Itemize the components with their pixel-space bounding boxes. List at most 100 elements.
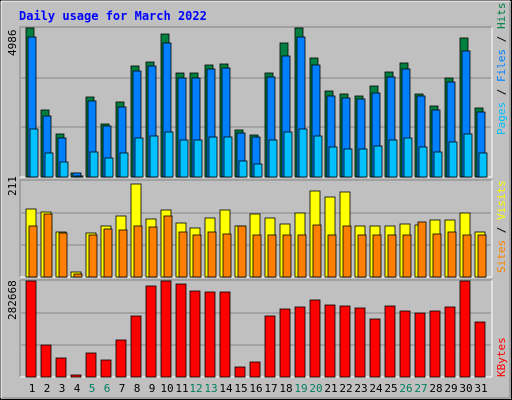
bar-kbytes-day-23 bbox=[354, 307, 366, 378]
panel-2-bars bbox=[25, 183, 487, 278]
bar-pages-day-19 bbox=[298, 128, 308, 178]
legend-label-4: Hits bbox=[495, 3, 508, 30]
x-label-day-21: 21 bbox=[324, 382, 337, 395]
bar-pages-day-24 bbox=[373, 145, 383, 178]
bar-sites-day-9 bbox=[148, 226, 158, 278]
bar-pages-day-28 bbox=[433, 151, 443, 178]
x-label-day-7: 7 bbox=[119, 382, 126, 395]
bar-pages-day-20 bbox=[313, 135, 323, 178]
bar-sites-day-6 bbox=[103, 228, 113, 278]
bar-pages-day-27 bbox=[418, 146, 428, 178]
bar-kbytes-day-11 bbox=[175, 283, 187, 378]
bar-kbytes-day-8 bbox=[130, 315, 142, 378]
bar-sites-day-1 bbox=[28, 225, 38, 278]
bar-sites-day-5 bbox=[88, 234, 98, 278]
panel-3-legend: KBytes bbox=[495, 337, 508, 377]
bar-sites-day-30 bbox=[462, 234, 472, 278]
bar-kbytes-day-4 bbox=[70, 374, 82, 378]
bar-sites-day-10 bbox=[163, 215, 173, 278]
x-label-day-25: 25 bbox=[384, 382, 397, 395]
legend-label-2: Files bbox=[495, 49, 508, 82]
bar-kbytes-day-19 bbox=[294, 306, 306, 378]
x-label-day-22: 22 bbox=[339, 382, 352, 395]
bar-kbytes-day-25 bbox=[384, 305, 396, 378]
bar-sites-day-13 bbox=[207, 231, 217, 278]
bar-kbytes-day-2 bbox=[40, 344, 52, 378]
bar-pages-day-15 bbox=[238, 160, 248, 178]
bar-pages-day-23 bbox=[358, 148, 368, 178]
bar-pages-day-26 bbox=[403, 137, 413, 178]
legend-label-2: Visits bbox=[495, 180, 508, 220]
x-label-day-16: 16 bbox=[249, 382, 262, 395]
bar-pages-day-12 bbox=[193, 139, 203, 178]
bar-sites-day-14 bbox=[222, 233, 232, 278]
x-label-day-31: 31 bbox=[474, 382, 487, 395]
bar-kbytes-day-26 bbox=[399, 310, 411, 378]
panel-1-legend: Pages / Files / Hits bbox=[495, 3, 508, 136]
bar-pages-day-9 bbox=[149, 135, 159, 178]
x-label-day-27: 27 bbox=[414, 382, 427, 395]
bar-pages-day-10 bbox=[164, 131, 174, 178]
legend-label-0: Pages bbox=[495, 102, 508, 135]
x-label-day-4: 4 bbox=[74, 382, 81, 395]
bar-pages-day-17 bbox=[268, 139, 278, 178]
bar-kbytes-day-22 bbox=[339, 305, 351, 378]
bar-sites-day-27 bbox=[417, 221, 427, 278]
legend-label-1: / bbox=[495, 82, 508, 102]
bar-kbytes-day-15 bbox=[234, 366, 246, 378]
panel-visits-sites bbox=[19, 179, 493, 278]
x-label-day-17: 17 bbox=[264, 382, 277, 395]
x-label-day-29: 29 bbox=[444, 382, 457, 395]
bar-sites-day-23 bbox=[357, 234, 367, 278]
bar-pages-day-16 bbox=[253, 163, 263, 178]
bar-pages-day-1 bbox=[29, 128, 39, 178]
bar-sites-day-28 bbox=[432, 233, 442, 278]
panel-3-y-max-label: 282668 bbox=[6, 280, 19, 320]
bar-sites-day-18 bbox=[282, 234, 292, 278]
panel-3-gridlines bbox=[21, 312, 491, 346]
bar-sites-day-21 bbox=[327, 234, 337, 278]
panel-1-gridlines bbox=[21, 77, 491, 128]
x-label-day-6: 6 bbox=[104, 382, 111, 395]
bar-sites-day-15 bbox=[237, 225, 247, 278]
x-label-day-5: 5 bbox=[89, 382, 96, 395]
bar-kbytes-day-7 bbox=[115, 339, 127, 378]
x-label-day-13: 13 bbox=[204, 382, 217, 395]
bar-kbytes-day-27 bbox=[414, 312, 426, 378]
x-label-day-30: 30 bbox=[459, 382, 472, 395]
bar-sites-day-20 bbox=[312, 224, 322, 278]
bar-pages-day-13 bbox=[208, 136, 218, 178]
bar-sites-day-2 bbox=[43, 213, 53, 278]
x-label-day-12: 12 bbox=[189, 382, 202, 395]
bar-sites-day-11 bbox=[178, 231, 188, 278]
bar-pages-day-4 bbox=[74, 175, 84, 178]
bar-sites-day-12 bbox=[192, 234, 202, 278]
bar-pages-day-11 bbox=[179, 139, 189, 178]
bar-kbytes-day-31 bbox=[474, 321, 486, 378]
panel-1-bars bbox=[25, 27, 488, 178]
bar-kbytes-day-17 bbox=[264, 315, 276, 378]
bar-sites-day-8 bbox=[133, 225, 143, 278]
bar-pages-day-8 bbox=[134, 137, 144, 178]
bar-kbytes-day-16 bbox=[249, 361, 261, 378]
bar-kbytes-day-6 bbox=[100, 359, 112, 378]
x-label-day-14: 14 bbox=[219, 382, 233, 395]
x-label-day-18: 18 bbox=[279, 382, 292, 395]
x-label-day-11: 11 bbox=[175, 382, 188, 395]
panel-kbytes bbox=[19, 279, 493, 378]
bar-sites-day-26 bbox=[402, 234, 412, 278]
x-label-day-20: 20 bbox=[309, 382, 322, 395]
legend-label-0: KBytes bbox=[495, 337, 508, 377]
x-label-day-24: 24 bbox=[369, 382, 383, 395]
x-label-day-19: 19 bbox=[294, 382, 307, 395]
bar-pages-day-25 bbox=[388, 139, 398, 178]
bar-kbytes-day-13 bbox=[204, 291, 216, 378]
x-label-day-15: 15 bbox=[234, 382, 247, 395]
bar-kbytes-day-21 bbox=[324, 304, 336, 378]
x-axis-day-labels: 1 2 3 4 5 6 7 8 9 10 11 12 13 14 15 16 17 18 19 20 21 22 23 24 2… bbox=[29, 382, 488, 395]
x-label-day-9: 9 bbox=[149, 382, 156, 395]
bar-sites-day-25 bbox=[387, 234, 397, 278]
bar-pages-day-6 bbox=[104, 157, 114, 178]
bar-kbytes-day-18 bbox=[279, 308, 291, 378]
